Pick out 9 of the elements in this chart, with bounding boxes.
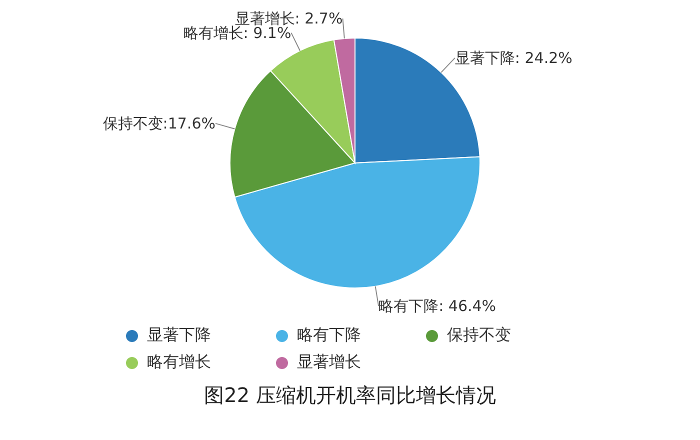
legend-label: 略有增长 [147,352,211,373]
legend-label: 保持不变 [447,325,511,346]
legend-label: 显著下降 [147,325,211,346]
data-label: 略有下降: 46.4% [378,297,496,316]
data-label: 显著下降: 24.2% [454,48,572,67]
text: 图22 压缩机开机率同比增长情况 [203,382,497,409]
legend-label: 略有下降 [297,325,361,346]
legend-label: 显著增长 [297,352,361,373]
data-label: 保持不变:17.6% [102,114,216,132]
